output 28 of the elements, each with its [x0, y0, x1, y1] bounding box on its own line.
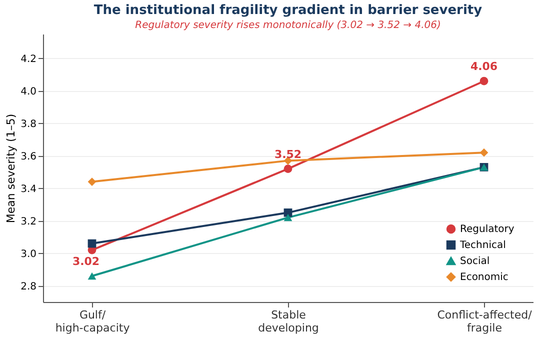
legend-label: Technical: [459, 240, 506, 251]
x-tick-label: Conflict-affected/ fragile: [437, 308, 532, 334]
y-tick-label: 3.0: [20, 248, 36, 260]
chart-subtitle: Regulatory severity rises monotonically (3.02 → 3.52 → 4.06): [135, 20, 441, 31]
y-tick-label: 4.0: [20, 86, 36, 98]
data-label: 3.02: [72, 255, 100, 268]
x-tick-label: Stable developing: [258, 308, 319, 334]
data-label: 4.06: [470, 60, 498, 74]
y-tick-label: 3.2: [20, 216, 36, 228]
point: [88, 239, 96, 248]
point: [480, 148, 488, 157]
y-tick-label: 3.8: [20, 118, 36, 130]
point: [88, 178, 96, 186]
point: [284, 214, 292, 222]
point: [88, 272, 96, 280]
y-tick-label: 3.4: [20, 184, 36, 195]
chart-title: The institutional fragility gradient in barrier severity: [94, 3, 483, 18]
y-axis-title: Mean severity (1–5): [4, 114, 18, 224]
data-label: 3.52: [274, 148, 302, 161]
legend-label: Economic: [460, 272, 508, 283]
y-tick-label: 3.6: [20, 151, 36, 162]
legend-label: Social: [460, 256, 490, 267]
point: [480, 76, 488, 86]
point: [284, 164, 292, 173]
y-tick-label: 4.2: [20, 54, 36, 65]
legend-label: Regulatory: [460, 224, 514, 235]
y-tick-label: 2.8: [20, 281, 36, 292]
x-tick-label: Gulf/ high-capacity: [55, 308, 130, 334]
